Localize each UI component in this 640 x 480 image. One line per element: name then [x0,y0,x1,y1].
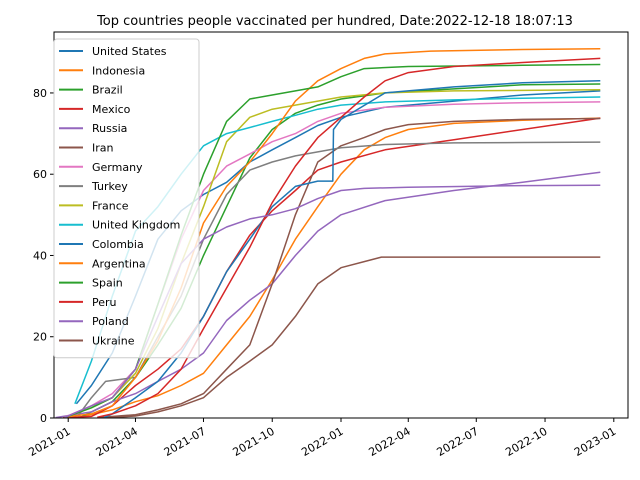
y-tick-label: 0 [40,412,47,425]
legend: United States Indonesia Brazil Mexico Russia… [53,38,200,359]
series-line-poland [64,184,601,418]
legend-label: Argentina [92,257,146,270]
legend-label: Turkey [91,180,128,193]
y-tick-label: 40 [33,249,47,262]
legend-label: Iran [92,142,114,155]
series-line-colombia [103,80,601,418]
series-line-ukraine [108,256,601,418]
series-line-france [64,88,601,418]
legend-label: Indonesia [92,64,145,77]
y-tick-label: 80 [33,87,47,100]
legend-label: Colombia [92,238,144,251]
legend-label: Ukraine [92,335,135,348]
legend-label: Mexico [92,103,131,116]
legend-label: France [92,199,129,212]
series-line-iran [97,117,601,418]
legend-label: Peru [92,296,117,309]
series-line-germany [64,101,601,418]
series-line-mexico [62,117,601,418]
y-tick-label: 20 [33,331,47,344]
legend-label: Russia [92,122,127,135]
legend-label: Germany [92,161,143,174]
series-line-russia [55,171,601,418]
y-axis: 0 20 40 60 80 [33,87,54,425]
legend-label: Spain [92,277,123,290]
series-line-peru [97,57,601,418]
legend-label: Poland [92,315,129,328]
legend-label: United States [92,45,167,58]
series-layer [55,47,601,418]
series-line-indonesia [77,117,601,418]
chart-title: Top countries people vaccinated per hund… [96,14,573,29]
legend-label: United Kingdom [92,219,180,232]
legend-label: Brazil [92,84,123,97]
series-line-turkey [77,141,601,417]
series-line-argentina [66,47,601,418]
y-tick-label: 60 [33,168,47,181]
legend-box [53,38,200,359]
